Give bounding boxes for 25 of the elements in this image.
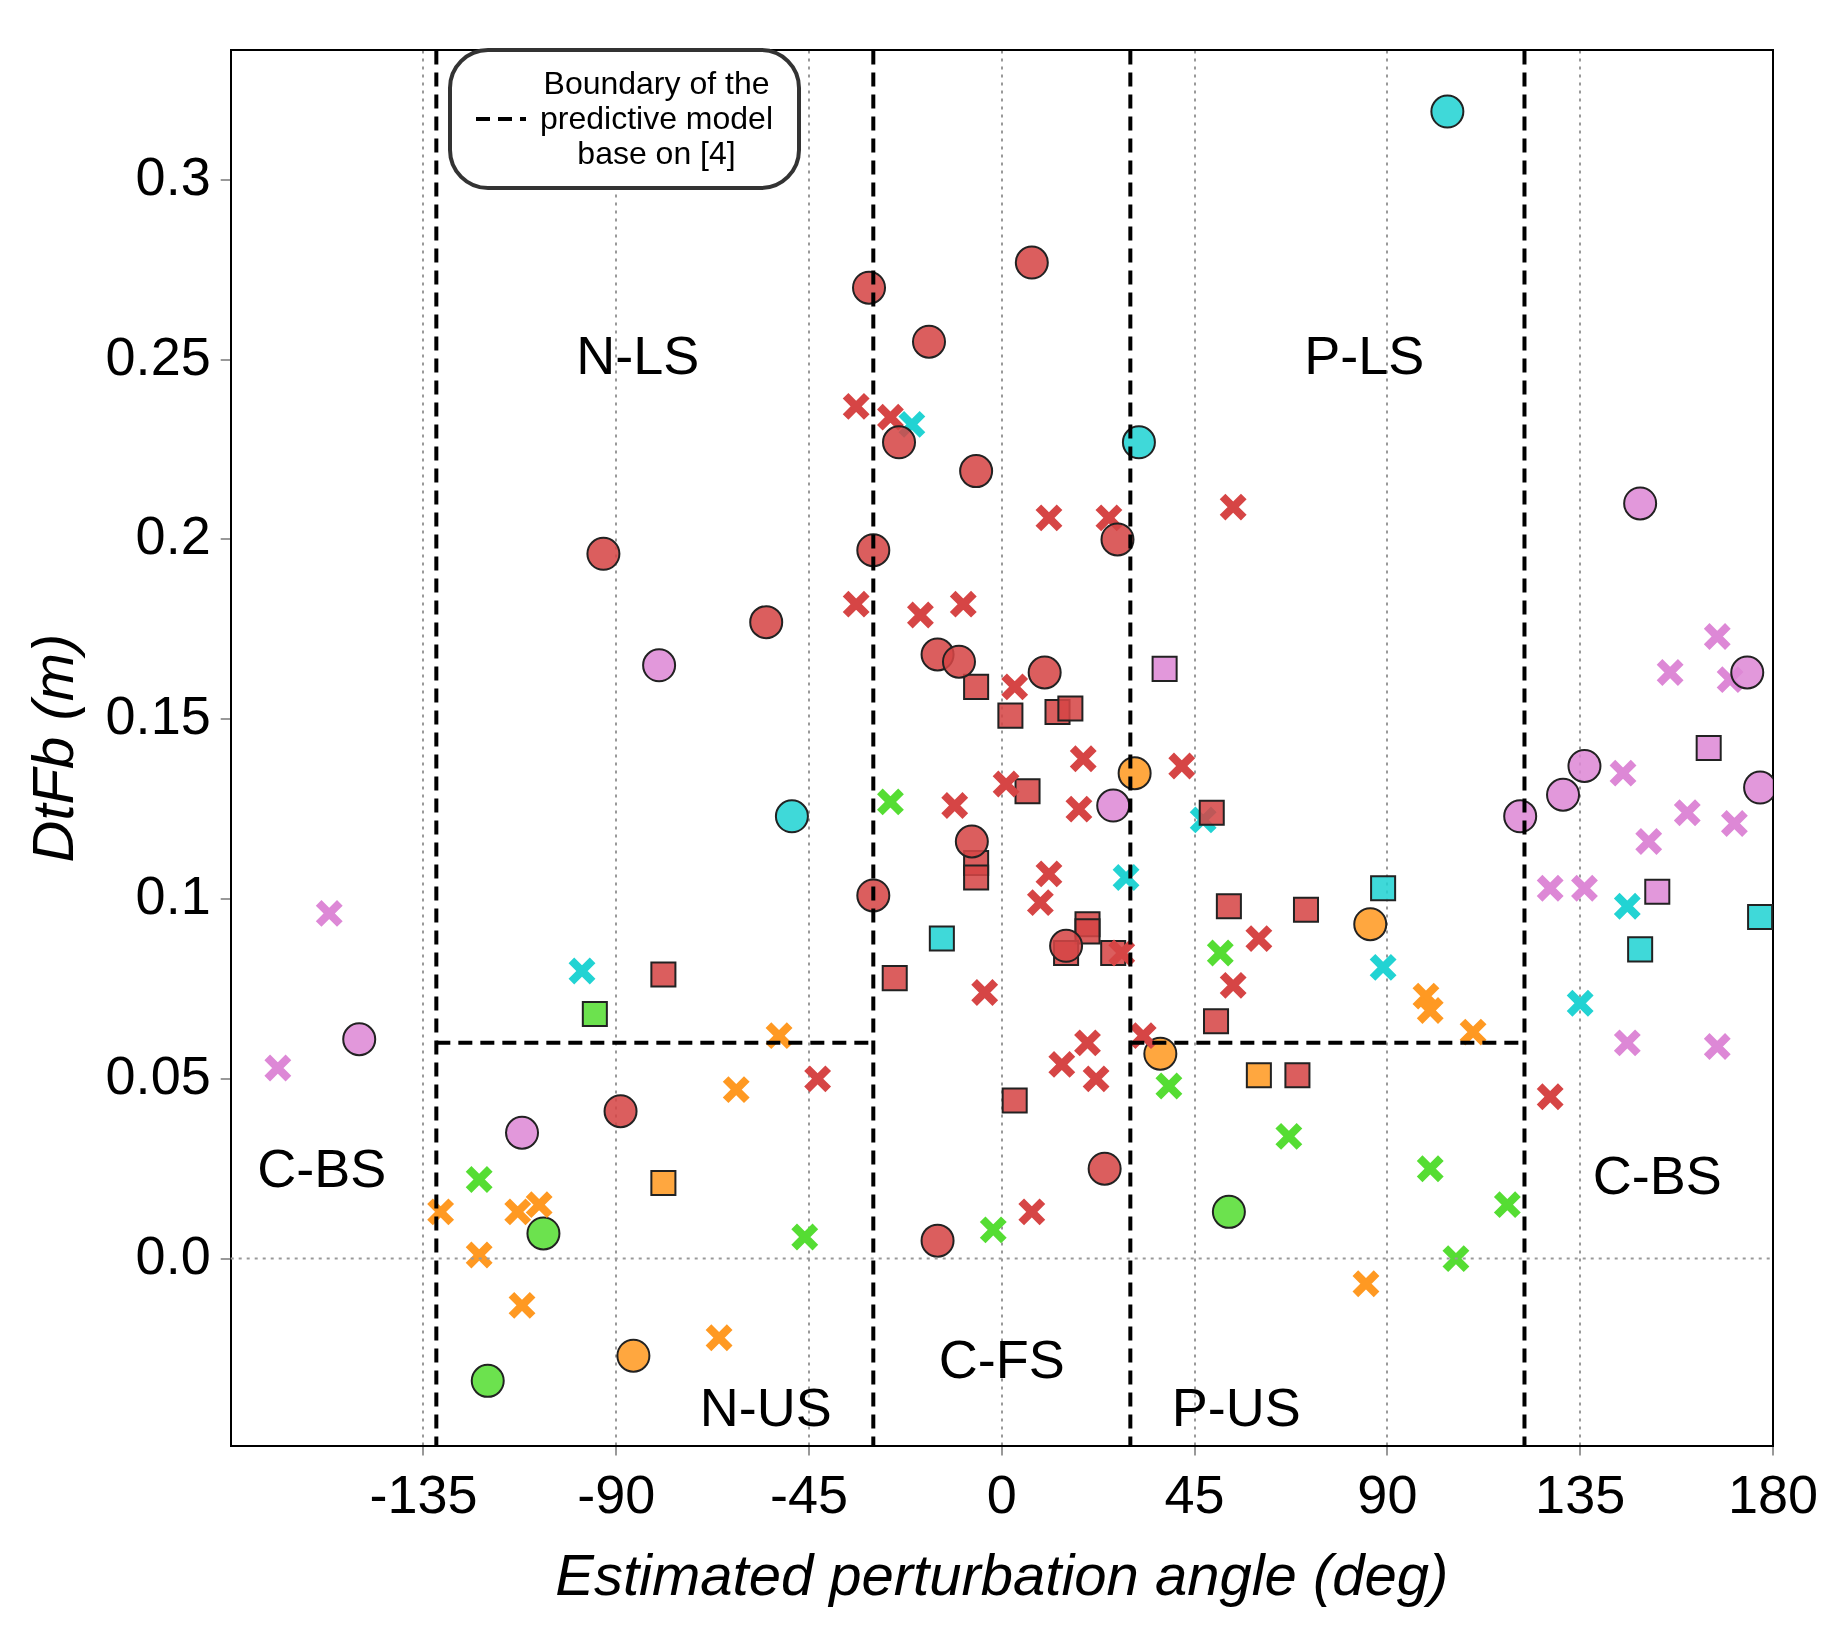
x-tick-label: 0 <box>986 1463 1017 1524</box>
legend-label: Boundary of the predictive model base on [4] <box>540 65 773 172</box>
y-tick-label: 0.25 <box>105 325 211 386</box>
y-tick-label: 0.05 <box>105 1044 211 1105</box>
y-tick-label: 0.15 <box>105 685 211 746</box>
annotation: C-FS <box>938 1329 1065 1390</box>
x-tick-label: 45 <box>1164 1463 1225 1524</box>
x-tick-label: 180 <box>1727 1463 1819 1524</box>
x-tick-label: -90 <box>577 1463 656 1524</box>
annotation: P-LS <box>1304 324 1425 385</box>
annotation: N-LS <box>576 324 700 385</box>
x-tick-label: -45 <box>770 1463 849 1524</box>
annotation: C-BS <box>257 1138 387 1199</box>
y-tick-label: 0.3 <box>135 145 211 206</box>
y-tick-label: 0.1 <box>135 864 211 925</box>
x-axis-title: Estimated perturbation angle (deg) <box>555 1542 1449 1608</box>
x-tick-label: 135 <box>1535 1463 1626 1524</box>
y-axis-title: DtFb (m) <box>19 633 85 863</box>
annotation: C-BS <box>1592 1145 1722 1206</box>
x-tick-label: 90 <box>1357 1463 1418 1524</box>
annotation: N-US <box>699 1376 832 1437</box>
y-tick-label: 0.0 <box>135 1224 211 1285</box>
y-tick-label: 0.2 <box>135 505 211 566</box>
annotation: P-US <box>1171 1376 1301 1437</box>
x-tick-label: -135 <box>369 1463 478 1524</box>
